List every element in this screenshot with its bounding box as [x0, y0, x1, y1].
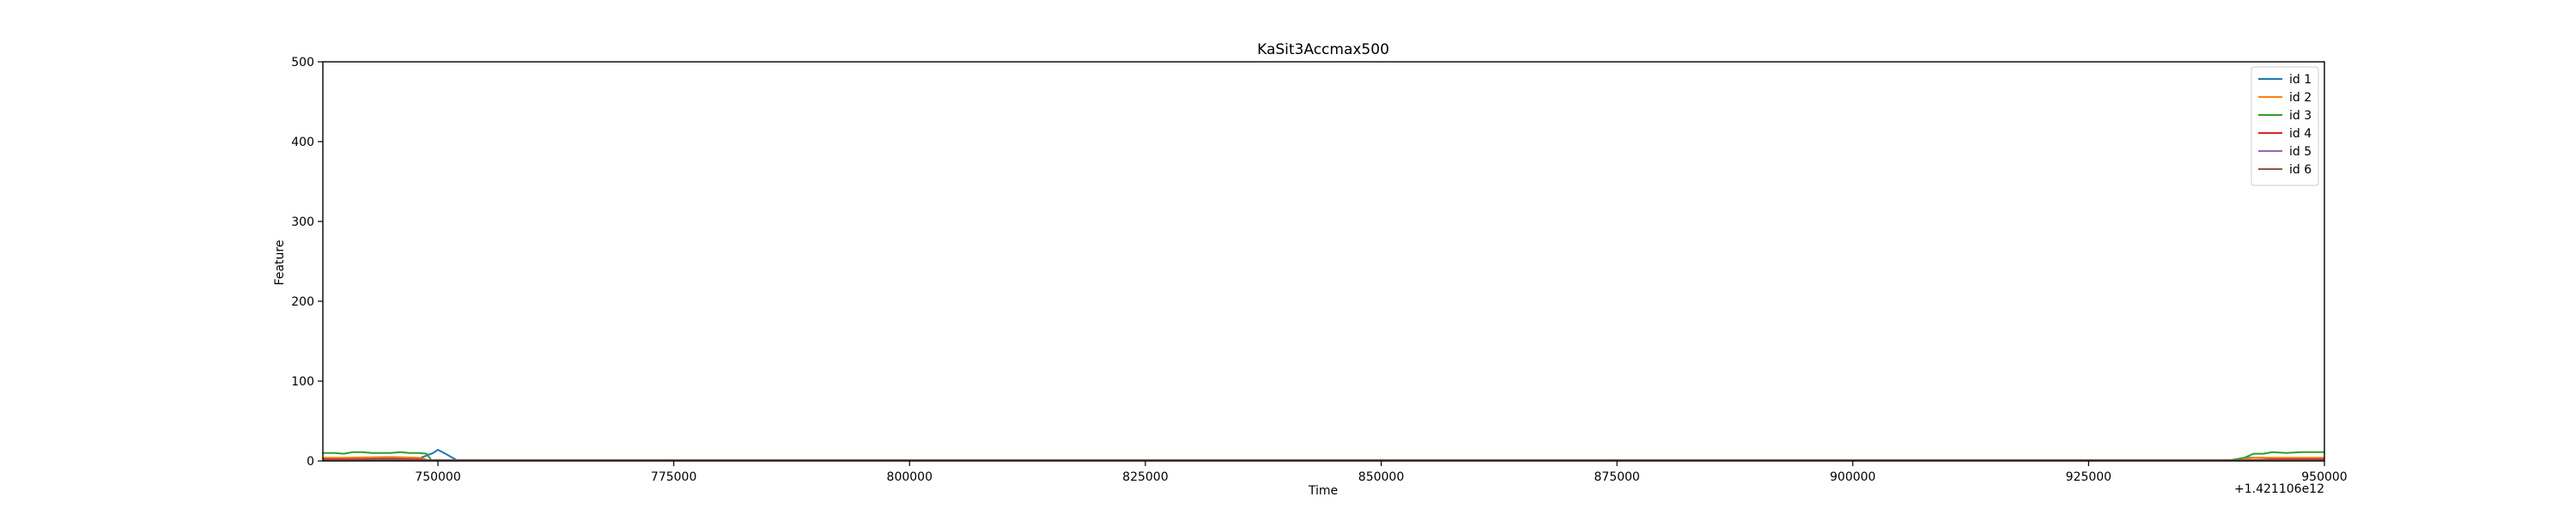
x-tick-label: 825000 [1122, 470, 1168, 484]
x-tick-label: 925000 [2066, 470, 2111, 484]
x-axis-label: Time [1308, 484, 1338, 498]
x-tick-label: 775000 [651, 470, 696, 484]
legend-label: id 1 [2289, 73, 2312, 87]
y-tick-label: 100 [291, 375, 314, 389]
y-tick-label: 200 [291, 295, 314, 309]
x-offset-label: +1.421106e12 [2234, 482, 2324, 496]
y-tick-label: 500 [291, 56, 314, 70]
y-tick-label: 0 [307, 455, 314, 469]
x-tick-label: 850000 [1358, 470, 1404, 484]
x-tick-label: 950000 [2301, 470, 2347, 484]
plot-frame [322, 61, 2325, 462]
legend-label: id 5 [2289, 145, 2312, 159]
y-axis-label: Feature [273, 240, 287, 286]
x-tick-label: 800000 [887, 470, 933, 484]
x-tick-label: 875000 [1594, 470, 1639, 484]
plot-layer: 750000 775000 800000 825000 850000 875000 9000… [291, 56, 2347, 484]
x-tick-label: 750000 [415, 470, 460, 484]
legend-label: id 6 [2289, 163, 2312, 177]
x-tick-label: 900000 [1830, 470, 1875, 484]
y-tick-label: 300 [291, 215, 314, 229]
legend-label: id 2 [2289, 91, 2312, 105]
legend-label: id 3 [2289, 109, 2312, 123]
y-tick-label: 400 [291, 136, 314, 149]
legend-label: id 4 [2289, 127, 2312, 141]
chart-title: KaSit3Accmax500 [1257, 41, 1389, 58]
